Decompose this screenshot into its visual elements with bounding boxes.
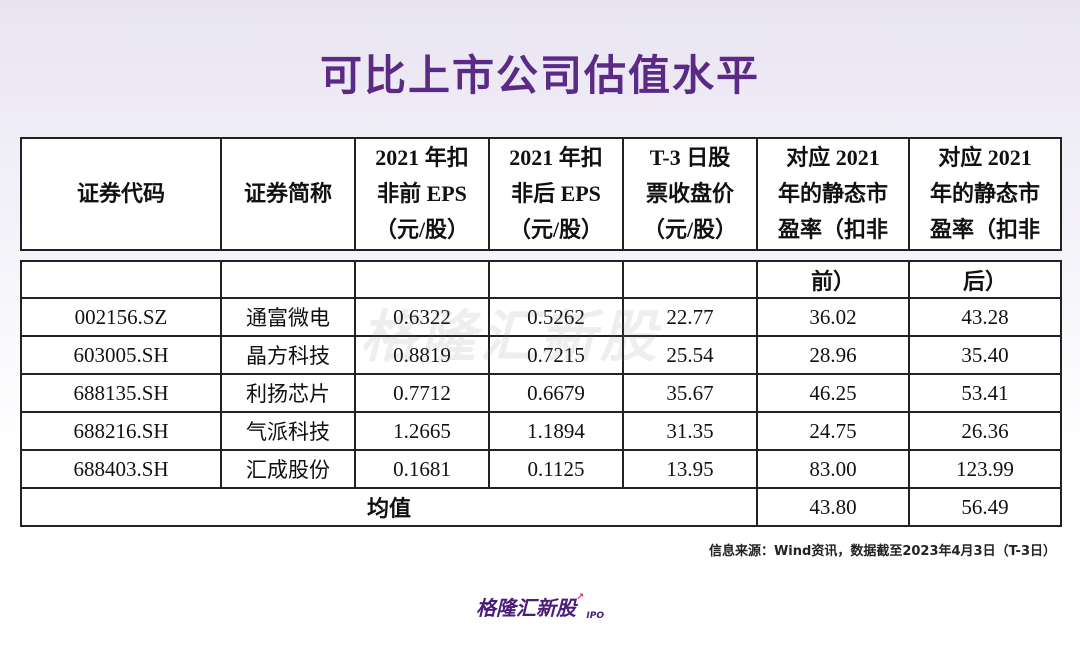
cell-eps-pre: 0.6322: [354, 297, 490, 337]
cell-eps-post: 1.1894: [488, 411, 624, 451]
header-eps-pre-line1: 2021 年扣: [375, 145, 469, 170]
header-pe-post-line1: 对应 2021: [938, 145, 1032, 170]
average-pe-post: 56.49: [908, 487, 1062, 527]
cell-name: 气派科技: [220, 411, 356, 451]
header-eps-post-line1: 2021 年扣: [509, 145, 603, 170]
cell-eps-post: 0.7215: [488, 335, 624, 375]
header-eps-post-line2: 非后 EPS: [511, 181, 601, 206]
header-close-price-line1: T-3 日股: [649, 145, 731, 170]
cell-price: 35.67: [622, 373, 758, 413]
header-pe-pre: 对应 2021 年的静态市 盈率（扣非: [756, 137, 910, 251]
cell-code: 603005.SH: [20, 335, 222, 375]
cell-pe-pre: 36.02: [756, 297, 910, 337]
header-close-price-line2: 票收盘价: [645, 181, 734, 206]
page-title: 可比上市公司估值水平: [319, 51, 760, 100]
cell-price: 25.54: [622, 335, 758, 375]
empty-cell: [488, 260, 624, 299]
header-pe-post: 对应 2021 年的静态市 盈率（扣非: [908, 137, 1062, 251]
cell-eps-post: 0.5262: [488, 297, 624, 337]
empty-cell: [20, 260, 222, 299]
cell-pe-pre: 83.00: [756, 449, 910, 489]
header-eps-pre-line2: 非前 EPS: [377, 181, 467, 206]
table-row: 688216.SH 气派科技 1.2665 1.1894 31.35 24.75…: [20, 411, 1062, 451]
cell-eps-post: 0.1125: [488, 449, 624, 489]
cell-name: 汇成股份: [220, 449, 356, 489]
empty-cell: [622, 260, 758, 299]
cell-pe-post: 35.40: [908, 335, 1062, 375]
source-note: 信息来源：Wind资讯，数据截至2023年4月3日（T-3日）: [708, 544, 1056, 559]
header-security-code: 证券代码: [20, 137, 222, 251]
cell-pe-post: 123.99: [908, 449, 1062, 489]
logo-sub: IPO: [586, 611, 604, 621]
cell-pe-post: 26.36: [908, 411, 1062, 451]
cell-price: 31.35: [622, 411, 758, 451]
cell-eps-pre: 1.2665: [354, 411, 490, 451]
cell-code: 688135.SH: [20, 373, 222, 413]
logo-arrow-icon: ↗: [576, 592, 585, 603]
header-eps-post: 2021 年扣 非后 EPS （元/股）: [488, 137, 624, 251]
cell-code: 688216.SH: [20, 411, 222, 451]
average-row: 均值 43.80 56.49: [20, 487, 1062, 527]
cell-price: 13.95: [622, 449, 758, 489]
cell-eps-pre: 0.1681: [354, 449, 490, 489]
cell-eps-pre: 0.8819: [354, 335, 490, 375]
header-pe-post-line3: 盈率（扣非: [929, 217, 1040, 242]
header-security-name: 证券简称: [220, 137, 356, 251]
header-pe-pre-line1: 对应 2021: [786, 145, 880, 170]
table-row: 688135.SH 利扬芯片 0.7712 0.6679 35.67 46.25…: [20, 373, 1062, 413]
cell-name: 利扬芯片: [220, 373, 356, 413]
table-row: 688403.SH 汇成股份 0.1681 0.1125 13.95 83.00…: [20, 449, 1062, 489]
cell-pe-pre: 24.75: [756, 411, 910, 451]
header-eps-pre: 2021 年扣 非前 EPS （元/股）: [354, 137, 490, 251]
cell-pe-post: 43.28: [908, 297, 1062, 337]
header-pe-post-cont: 后）: [908, 260, 1062, 299]
header-pe-post-line2: 年的静态市: [929, 181, 1040, 206]
table-header: 证券代码 证券简称 2021 年扣 非前 EPS （元/股） 2021 年扣 非…: [20, 137, 1062, 251]
header-eps-post-line3: （元/股）: [508, 217, 604, 242]
cell-eps-pre: 0.7712: [354, 373, 490, 413]
table-row: 002156.SZ 通富微电 0.6322 0.5262 22.77 36.02…: [20, 297, 1062, 337]
header-pe-pre-line3: 盈率（扣非: [777, 217, 888, 242]
header-close-price: T-3 日股 票收盘价 （元/股）: [622, 137, 758, 251]
table-body: 前） 后） 002156.SZ 通富微电 0.6322 0.5262 22.77…: [20, 260, 1062, 527]
cell-name: 通富微电: [220, 297, 356, 337]
empty-cell: [220, 260, 356, 299]
header-pe-pre-cont: 前）: [756, 260, 910, 299]
cell-price: 22.77: [622, 297, 758, 337]
header-close-price-line3: （元/股）: [642, 217, 738, 242]
header-eps-pre-line3: （元/股）: [374, 217, 470, 242]
header-pe-pre-line2: 年的静态市: [777, 181, 888, 206]
table-row: 603005.SH 晶方科技 0.8819 0.7215 25.54 28.96…: [20, 335, 1062, 375]
average-pe-pre: 43.80: [756, 487, 910, 527]
cell-code: 002156.SZ: [20, 297, 222, 337]
cell-pe-pre: 28.96: [756, 335, 910, 375]
header-continuation-row: 前） 后）: [20, 260, 1062, 299]
cell-name: 晶方科技: [220, 335, 356, 375]
average-label: 均值: [20, 487, 758, 527]
logo-text: 格隆汇新股: [476, 596, 576, 620]
empty-cell: [354, 260, 490, 299]
cell-code: 688403.SH: [20, 449, 222, 489]
cell-eps-post: 0.6679: [488, 373, 624, 413]
logo: 格隆汇新股↗IPO: [0, 592, 1080, 621]
cell-pe-pre: 46.25: [756, 373, 910, 413]
cell-pe-post: 53.41: [908, 373, 1062, 413]
